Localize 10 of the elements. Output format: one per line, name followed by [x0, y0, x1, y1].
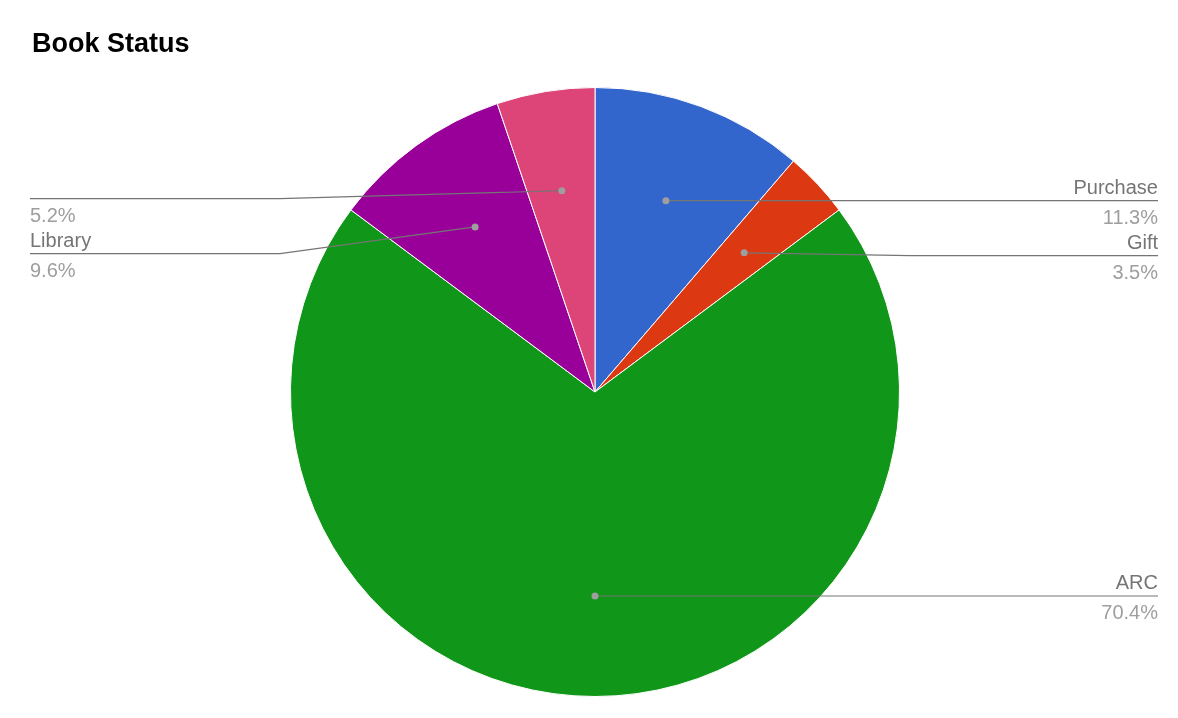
slice-label: Library — [30, 228, 92, 251]
slice-label: Purchase — [1073, 175, 1158, 198]
data-label: 70.4% — [1101, 601, 1159, 624]
chart-title: Book Status — [32, 28, 190, 59]
slice-label: ARC — [1115, 571, 1158, 594]
data-label: 11.3% — [1102, 205, 1159, 228]
data-label: 9.6% — [30, 258, 76, 281]
data-label: 5.2% — [30, 203, 76, 226]
slice-label: Gift — [1126, 230, 1159, 253]
data-label: 3.5% — [1112, 260, 1159, 283]
